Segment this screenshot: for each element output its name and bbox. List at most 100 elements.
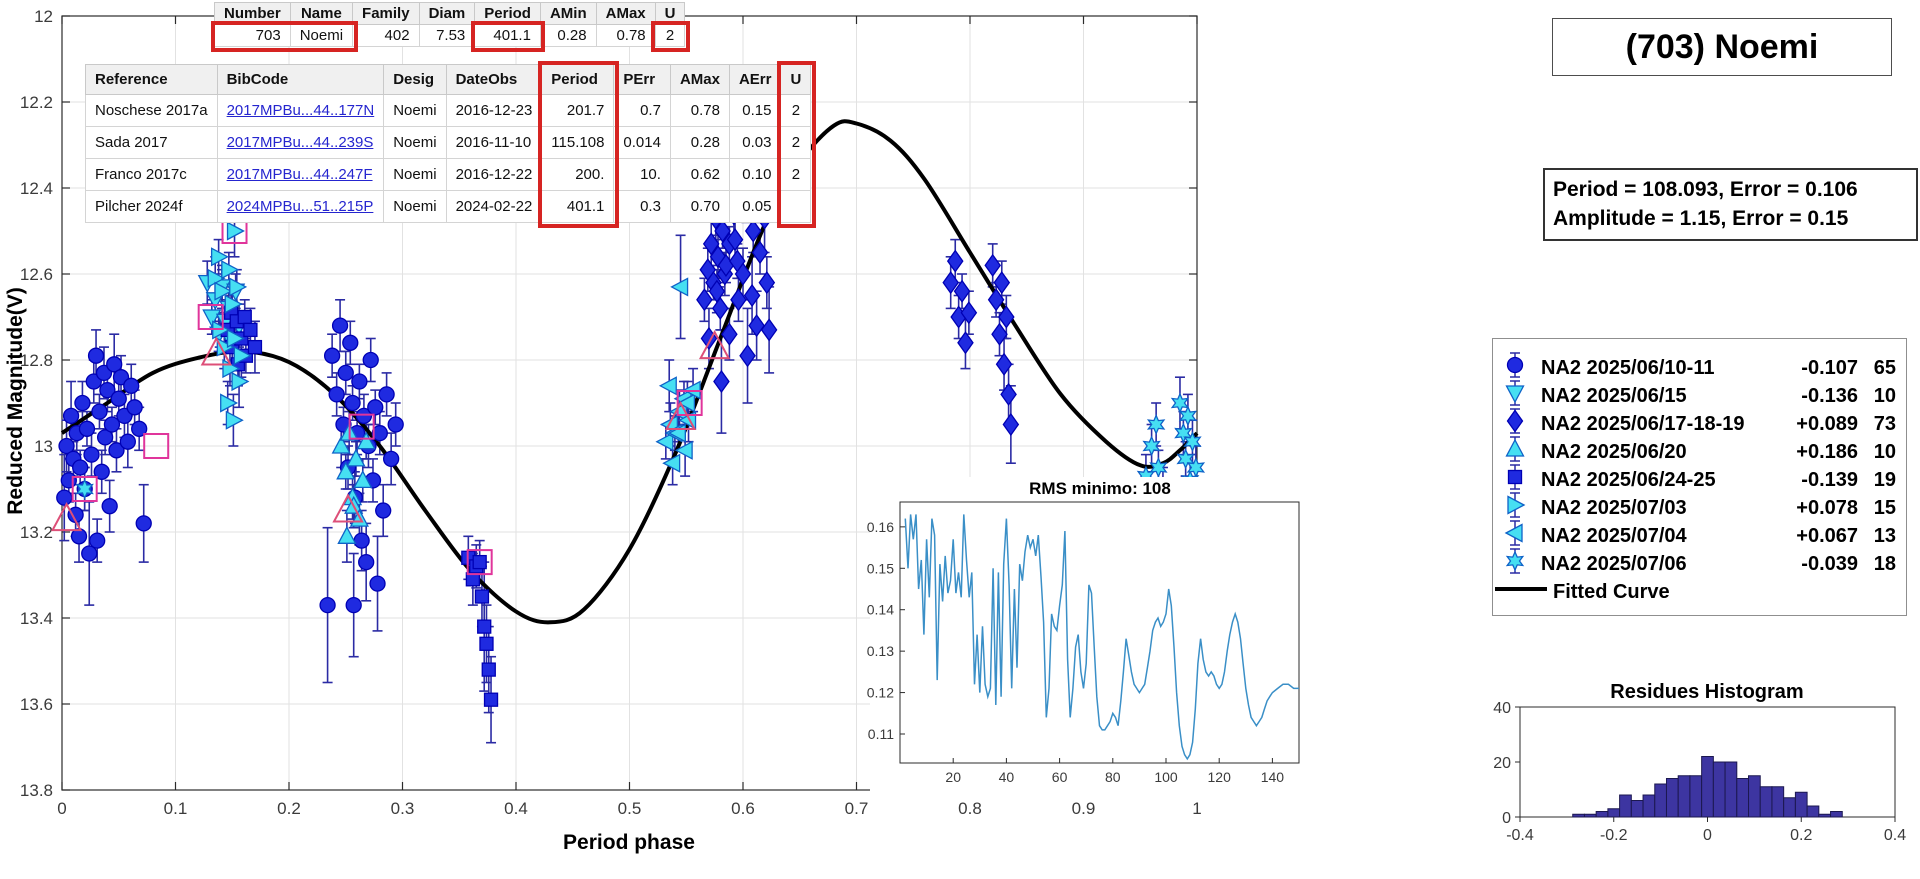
circle-marker (96, 429, 114, 446)
circle-marker (74, 394, 91, 412)
circle-marker (135, 515, 152, 532)
tri-up-legend-icon (1493, 435, 1541, 469)
fit-period-line: Period = 108.093, Error = 0.106 (1553, 178, 1858, 201)
histogram-bar (1630, 800, 1644, 818)
tri-right-legend-icon (1493, 491, 1541, 525)
square-marker (1507, 469, 1523, 485)
series-circle (56, 317, 404, 614)
legend-offset-value: -0.107 (1801, 356, 1858, 379)
tri-right-marker (225, 410, 244, 430)
circle-marker (358, 553, 375, 571)
bibcode-link[interactable]: 2024MPBu...51..215P (226, 198, 374, 215)
table-row: Noschese 2017a 2017MPBu...44..177N Noemi 20… (85, 94, 812, 127)
circle-marker (382, 450, 400, 468)
diamond-marker (721, 322, 738, 346)
legend-session-label: NA2 2025/07/06 (1541, 552, 1687, 575)
circle-marker (319, 596, 336, 614)
y-tick-label: 12 (34, 7, 53, 26)
hist-y-tick-label: 40 (1493, 700, 1511, 717)
rms-x-tick-label: 80 (1105, 769, 1121, 785)
column-header-family: Family (352, 2, 420, 25)
x-tick-label: 0.3 (391, 799, 415, 818)
bibcode-link[interactable]: 2017MPBu...44..247F (226, 166, 373, 183)
circle-marker (126, 399, 143, 416)
table-cell: 2016-12-23 (445, 94, 543, 127)
circle-marker (62, 407, 80, 425)
legend-session-label: NA2 2025/06/15 (1541, 384, 1687, 407)
rms-curve (904, 514, 1299, 761)
x-tick-label: 0.7 (845, 799, 869, 818)
legend-point-count: 13 (1873, 524, 1896, 547)
legend-session-label: NA2 2025/06/20 (1541, 440, 1687, 463)
tri-left-marker (658, 376, 677, 396)
histogram-bar (1595, 811, 1609, 818)
tri-up-marker (346, 448, 366, 467)
histogram-bar (1771, 786, 1785, 818)
tri-right-marker (226, 328, 245, 349)
column-header-period: Period (474, 2, 541, 25)
table-cell: 401.1 (541, 190, 615, 223)
table-cell: 0.7 (613, 94, 671, 127)
outlier-triangle-flag (200, 336, 233, 366)
x-axis-title: Period phase (563, 831, 695, 854)
star-marker (75, 478, 94, 500)
diamond-marker (960, 301, 978, 325)
chart-legend: NA2 2025/06/10-11 -0.107 65 NA2 2025/06/15 -… (1492, 338, 1907, 616)
y-tick-label: 12.4 (20, 179, 53, 198)
star-legend-icon (1493, 547, 1541, 581)
table-cell: 2017MPBu...44..247F (216, 158, 385, 191)
square-marker (483, 692, 499, 707)
histogram-bar (1794, 791, 1808, 818)
tri-down-marker (1505, 385, 1525, 404)
y-axis-title: Reduced Magnitude(V) (4, 287, 27, 515)
table-cell: 402 (352, 24, 420, 47)
column-header-amax: AMax (595, 2, 656, 25)
table-cell: 0.78 (669, 94, 730, 127)
diamond-marker (1002, 412, 1020, 437)
circle-marker (131, 420, 148, 437)
table-cell: 2016-11-10 (445, 126, 543, 159)
histogram-bar (1572, 813, 1585, 818)
fit-amplitude-line: Amplitude = 1.15, Error = 0.15 (1553, 207, 1849, 231)
histogram-bar (1677, 775, 1691, 818)
table-cell (780, 190, 812, 223)
rms-inset-chart: 20 40 60 80 100 120 140 0.11 0.12 0.13 0.14 0.15 0.1… (867, 477, 1318, 795)
legend-offset-value: +0.089 (1796, 412, 1858, 435)
circle-marker (78, 420, 96, 437)
rms-y-tick-label: 0.14 (867, 602, 894, 618)
table-cell: 2 (654, 24, 686, 47)
diamond-marker (760, 318, 778, 342)
circle-marker (367, 399, 384, 416)
diamond-marker (942, 270, 960, 295)
circle-marker (119, 433, 136, 450)
tri-left-marker (1504, 523, 1523, 543)
bibcode-link[interactable]: 2017MPBu...44..239S (226, 134, 374, 151)
column-header-diam: Diam (418, 2, 476, 25)
tri-left-marker (674, 440, 693, 460)
diamond-marker (726, 227, 744, 252)
legend-point-count: 73 (1873, 412, 1896, 435)
histogram-bar (1619, 794, 1632, 818)
table-cell: 0.15 (728, 94, 782, 127)
diamond-marker (991, 322, 1008, 346)
tri-right-marker (207, 268, 226, 288)
square-marker (237, 309, 252, 325)
circle-marker (110, 390, 127, 407)
object-title-box: (703) Noemi (1552, 18, 1892, 76)
circle-marker (345, 596, 362, 614)
table-row: Franco 2017c 2017MPBu...44..247F Noemi 2016… (85, 158, 812, 191)
bibcode-link[interactable]: 2017MPBu...44..177N (226, 102, 375, 119)
histogram-bar (1654, 783, 1667, 818)
tri-right-marker (216, 337, 235, 357)
circle-marker (342, 334, 359, 351)
y-tick-label: 13.4 (20, 609, 53, 628)
histogram-bar (1736, 778, 1750, 818)
diamond-marker (739, 344, 756, 368)
legend-row-1: NA2 2025/06/10-11 -0.107 65 (1493, 351, 1906, 379)
tri-up-marker (1505, 438, 1525, 457)
table-cell: 0.78 (595, 24, 656, 47)
histogram-bar (1642, 794, 1656, 818)
column-header-reference: Reference (85, 64, 218, 95)
fitted-curve-legend-label: Fitted Curve (1553, 580, 1670, 603)
tri-left-marker (670, 277, 689, 297)
